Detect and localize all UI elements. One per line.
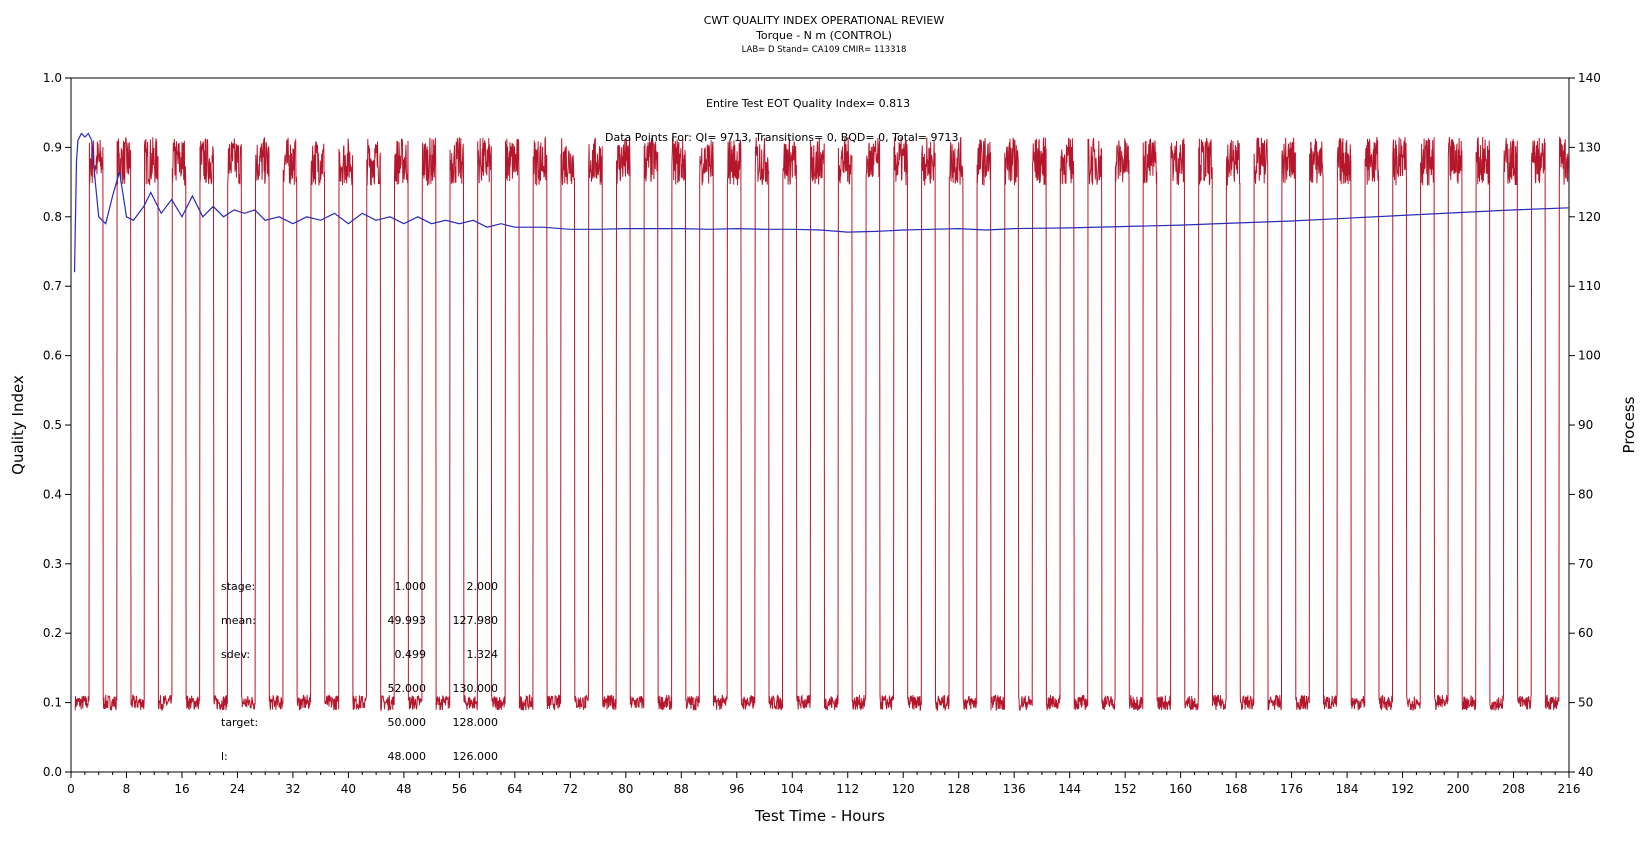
annotation-qi-summary: Entire Test EOT Quality Index= 0.813	[706, 97, 910, 110]
x-tick-label: 136	[1003, 782, 1026, 796]
y-left-tick-label: 0.6	[43, 349, 62, 363]
x-tick-label: 32	[285, 782, 300, 796]
x-tick-label: 152	[1114, 782, 1137, 796]
x-tick-label: 128	[947, 782, 970, 796]
x-tick-label: 216	[1558, 782, 1581, 796]
x-tick-label: 144	[1058, 782, 1081, 796]
y-right-tick-label: 70	[1578, 557, 1593, 571]
stats-label: stage:	[221, 580, 255, 593]
x-tick-label: 56	[452, 782, 467, 796]
y-left-tick-label: 0.9	[43, 140, 62, 154]
y-right-tick-label: 130	[1578, 140, 1601, 154]
y-right-tick-label: 100	[1578, 349, 1601, 363]
y-right-tick-label: 90	[1578, 418, 1593, 432]
x-tick-label: 112	[836, 782, 859, 796]
y-right-tick-label: 110	[1578, 279, 1601, 293]
stats-value-stage2: 128.000	[453, 716, 499, 729]
y-right-tick-label: 80	[1578, 487, 1593, 501]
x-tick-label: 24	[230, 782, 245, 796]
y-right-tick-label: 40	[1578, 765, 1593, 779]
x-tick-label: 40	[341, 782, 356, 796]
y-right-tick-label: 60	[1578, 626, 1593, 640]
stats-label: sdev:	[221, 648, 250, 661]
x-tick-label: 192	[1391, 782, 1414, 796]
x-axis-label: Test Time - Hours	[754, 807, 885, 825]
y-axis-label-right: Process	[1620, 396, 1638, 453]
y-left-tick-label: 0.4	[43, 487, 62, 501]
chart-subtitle-2: LAB= D Stand= CA109 CMIR= 113318	[742, 45, 907, 55]
chart-subtitle: Torque - N m (CONTROL)	[755, 29, 892, 42]
stats-label: target:	[221, 716, 258, 729]
chart-title: CWT QUALITY INDEX OPERATIONAL REVIEW	[704, 14, 945, 27]
y-right-tick-label: 120	[1578, 210, 1601, 224]
x-tick-label: 80	[618, 782, 633, 796]
stats-table: stage: 1.000 2.000 mean: 49.993 127.980 sdev: 0…	[221, 580, 498, 763]
stats-value-stage2: 1.324	[467, 648, 499, 661]
y-left-tick-label: 0.7	[43, 279, 62, 293]
x-tick-label: 72	[563, 782, 578, 796]
x-tick-label: 0	[67, 782, 75, 796]
y-left-tick-label: 0.1	[43, 696, 62, 710]
series-layer	[73, 132, 1570, 713]
stats-value-stage2: 126.000	[453, 750, 499, 763]
stats-value-stage1: 0.499	[395, 648, 427, 661]
y-right-tick-label: 50	[1578, 696, 1593, 710]
x-tick-label: 8	[123, 782, 131, 796]
y-axis-label-left: Quality Index	[9, 375, 27, 475]
y-left-tick-label: 0.5	[43, 418, 62, 432]
y-left-tick-label: 0.0	[43, 765, 62, 779]
stats-label: l:	[221, 750, 228, 763]
x-tick-label: 168	[1225, 782, 1248, 796]
stats-value-stage2: 130.000	[453, 682, 499, 695]
plot-frame	[70, 77, 1570, 773]
y-left-tick-label: 0.8	[43, 210, 62, 224]
quality-index-series-line	[73, 132, 1570, 273]
annotation-data-points: Data Points For: QI= 9713, Transitions= …	[605, 131, 959, 144]
x-tick-label: 96	[729, 782, 744, 796]
y-left-tick-label: 0.3	[43, 557, 62, 571]
x-tick-label: 64	[507, 782, 522, 796]
y-left-tick-label: 1.0	[43, 71, 62, 85]
stats-value-stage1: 1.000	[395, 580, 427, 593]
y-axis-right: 40 50 60 70 80 90 100 110 120 130 140	[1569, 71, 1601, 779]
x-tick-label: 104	[781, 782, 804, 796]
x-tick-label: 160	[1169, 782, 1192, 796]
stats-value-stage1: 49.993	[388, 614, 427, 627]
stats-value-stage1: 50.000	[388, 716, 427, 729]
y-axis-left: 0.0 0.1 0.2 0.3 0.4 0.5 0.6 0.7 0.8 0.9 1.0	[43, 71, 71, 779]
x-tick-label: 208	[1502, 782, 1525, 796]
process-series-line	[74, 136, 1570, 713]
stats-value-stage1: 48.000	[388, 750, 427, 763]
x-tick-label: 120	[892, 782, 915, 796]
x-tick-label: 48	[396, 782, 411, 796]
stats-value-stage2: 127.980	[453, 614, 499, 627]
x-tick-label: 176	[1280, 782, 1303, 796]
y-left-tick-label: 0.2	[43, 626, 62, 640]
stats-value-stage2: 2.000	[467, 580, 499, 593]
stats-value-stage1: 52.000	[388, 682, 427, 695]
x-tick-label: 200	[1447, 782, 1470, 796]
y-right-tick-label: 140	[1578, 71, 1601, 85]
x-tick-label: 16	[174, 782, 189, 796]
x-tick-label: 88	[674, 782, 689, 796]
stats-label: mean:	[221, 614, 256, 627]
x-axis: 0 8 16 24 32 40 48 56 64 72 80 88 96 104 112 120 128 136 1…	[67, 772, 1580, 796]
x-tick-label: 184	[1336, 782, 1359, 796]
